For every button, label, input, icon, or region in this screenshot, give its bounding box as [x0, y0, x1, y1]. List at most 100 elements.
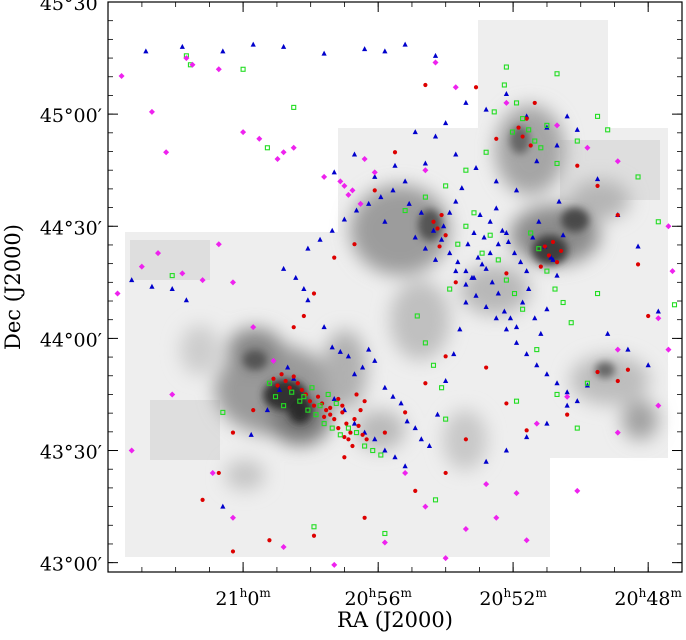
diamond-plus-point [199, 277, 206, 284]
open-square-point [305, 407, 311, 413]
dot-point [311, 533, 317, 538]
diamond-plus-point [574, 487, 581, 494]
diamond-plus-point [331, 561, 338, 568]
dot-point [546, 253, 552, 258]
dot-point [615, 378, 620, 384]
triangle-point [412, 234, 418, 240]
open-square-point [272, 394, 279, 400]
diamond-plus-point [665, 346, 672, 353]
triangle-point [362, 46, 368, 52]
triangle-point [305, 297, 311, 303]
open-square-point [532, 138, 538, 144]
open-square-point [317, 403, 323, 409]
open-square-point [526, 127, 532, 133]
open-square-point [544, 268, 550, 274]
diamond-plus-point [357, 200, 364, 207]
triangle-point [594, 176, 601, 182]
dot-point [271, 376, 276, 381]
x-tick-label: 20h52m [479, 586, 547, 610]
triangle-point [143, 48, 149, 54]
diamond-plus-point [614, 158, 621, 165]
triangle-point [655, 308, 661, 314]
triangle-point [554, 272, 560, 278]
open-square-point [495, 257, 501, 263]
triangle-point [625, 346, 631, 352]
dot-point [230, 549, 236, 554]
dot-point [348, 430, 353, 435]
open-square-point [513, 100, 520, 106]
triangle-point [329, 344, 335, 350]
triangle-point [418, 209, 424, 215]
dot-point [615, 212, 620, 218]
triangle-point [493, 315, 499, 321]
open-square-point [422, 340, 428, 346]
diamond-plus-point [280, 149, 287, 156]
triangle-point [179, 43, 185, 49]
triangle-point [471, 274, 477, 280]
open-square-point [362, 443, 368, 449]
triangle-point [532, 315, 538, 321]
triangle-point [281, 265, 287, 271]
open-square-point [552, 286, 558, 292]
dot-point [332, 255, 337, 260]
dot-point [251, 408, 256, 413]
x-tick-label: 20h48m [614, 586, 682, 610]
dot-point [504, 401, 509, 406]
triangle-point [489, 279, 495, 285]
triangle-point [513, 339, 520, 345]
triangle-point [398, 400, 404, 406]
diamond-plus-point [349, 187, 356, 194]
open-square-point [509, 129, 516, 135]
triangle-point [422, 160, 428, 166]
diamond-plus-point [114, 290, 121, 297]
triangle-point [390, 393, 396, 399]
open-square-point [594, 290, 601, 297]
triangle-point [382, 48, 388, 54]
open-square-point [463, 223, 469, 229]
triangle-point [483, 265, 489, 271]
triangle-point [524, 268, 530, 274]
open-square-point [483, 149, 489, 155]
diamond-plus-point [179, 270, 186, 277]
triangle-point [392, 454, 398, 460]
triangle-point [443, 120, 449, 126]
diamond-plus-point [655, 315, 662, 322]
y-tick-label: 44°30′ [40, 217, 102, 239]
diamond-plus-point [138, 263, 145, 270]
triangle-point [341, 216, 347, 222]
dot-point [336, 425, 341, 431]
x-tick-label: 21h0m [215, 586, 271, 610]
dot-point [279, 372, 284, 377]
triangle-point [264, 407, 270, 413]
diamond-plus-point [665, 223, 672, 230]
dot-point [354, 392, 359, 397]
triangle-point [483, 106, 489, 112]
diamond-plus-point [321, 173, 328, 180]
diamond-plus-point [452, 84, 459, 91]
diamond-plus-point [229, 514, 236, 521]
open-square-point [329, 425, 335, 431]
dot-point [360, 432, 365, 437]
dot-point [437, 244, 442, 249]
triangle-point [513, 324, 520, 330]
dot-point [311, 403, 317, 408]
open-square-point [520, 306, 526, 312]
triangle-point [483, 458, 489, 464]
dot-point [200, 497, 205, 502]
triangle-point [503, 326, 509, 332]
dot-point [346, 437, 351, 442]
triangle-point [451, 351, 457, 357]
diamond-plus-point [215, 66, 222, 73]
diamond-plus-point [163, 149, 170, 156]
triangle-point [574, 126, 580, 132]
dot-point [595, 369, 600, 375]
dot-point [532, 100, 537, 106]
open-square-point [321, 421, 327, 427]
triangle-point [544, 371, 550, 377]
open-square-point [345, 425, 351, 431]
triangle-point [447, 250, 453, 256]
dot-point [538, 264, 543, 269]
diamond-plus-point [655, 402, 662, 409]
triangle-point [459, 185, 465, 191]
triangle-point [520, 299, 526, 305]
